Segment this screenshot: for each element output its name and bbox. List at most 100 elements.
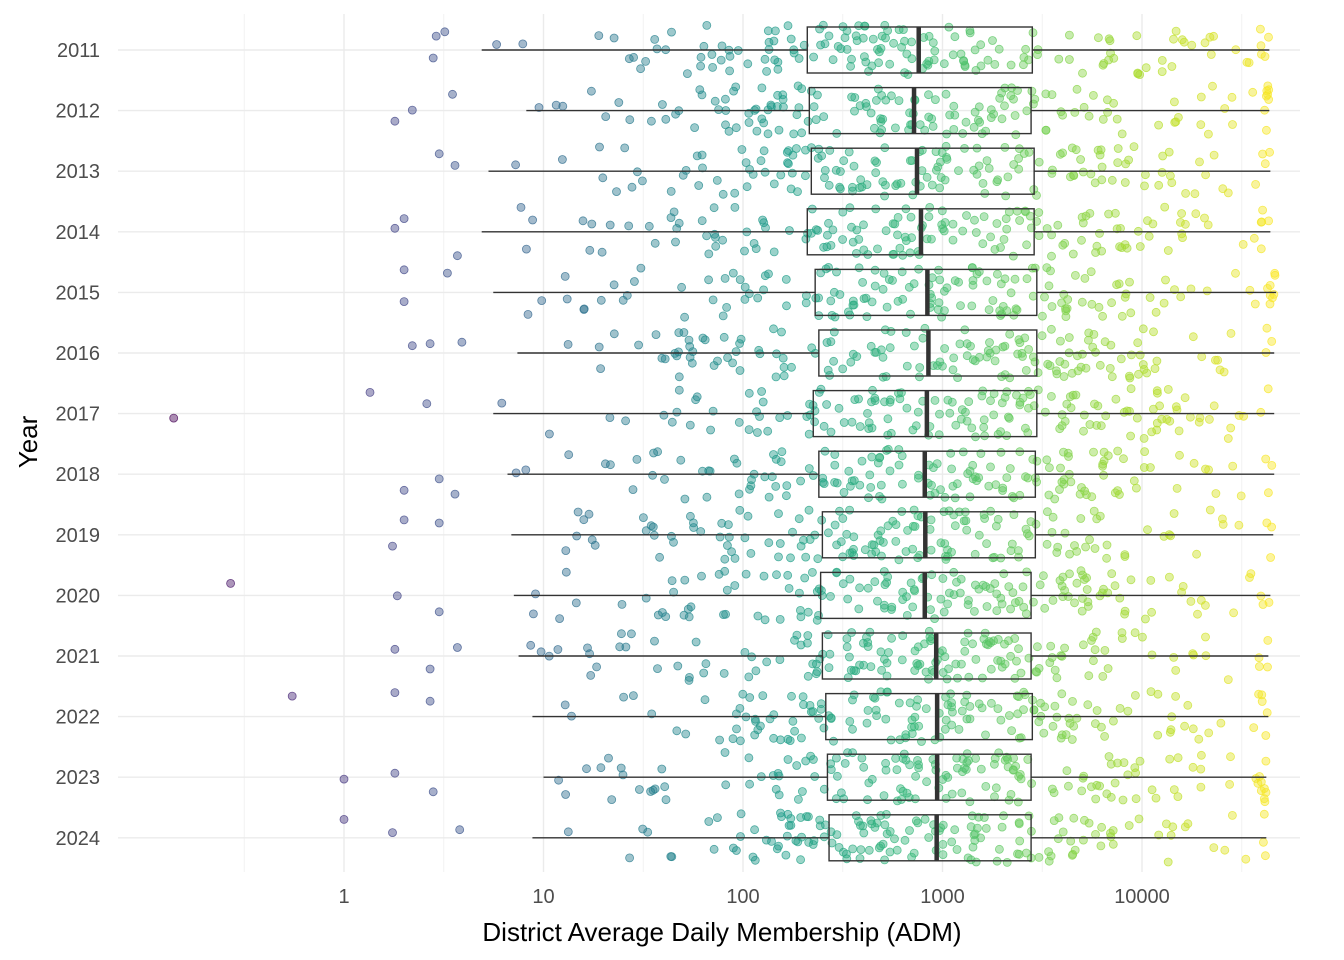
- data-point: [822, 400, 831, 409]
- data-point: [1256, 407, 1266, 417]
- data-point: [1008, 251, 1018, 261]
- data-point: [984, 481, 994, 491]
- data-point: [745, 779, 754, 789]
- data-point: [1120, 292, 1130, 302]
- data-point: [968, 639, 977, 649]
- data-point: [1164, 147, 1174, 157]
- data-point: [802, 412, 812, 421]
- data-point: [597, 247, 607, 257]
- data-point: [796, 541, 806, 551]
- data-point: [878, 177, 888, 187]
- data-point: [1072, 84, 1082, 94]
- data-point: [1082, 585, 1092, 594]
- data-point: [758, 691, 768, 700]
- data-point: [399, 265, 409, 275]
- data-point: [650, 35, 660, 44]
- data-point: [1189, 650, 1198, 660]
- data-point: [1112, 280, 1121, 290]
- data-point: [819, 112, 829, 121]
- data-point: [842, 529, 852, 539]
- data-point: [553, 645, 563, 654]
- data-point: [978, 580, 988, 590]
- data-point: [982, 156, 992, 166]
- data-point: [711, 232, 720, 242]
- data-point: [921, 667, 931, 677]
- data-point: [840, 33, 850, 43]
- data-point: [829, 356, 838, 366]
- data-point: [561, 567, 571, 577]
- data-point: [1133, 338, 1143, 348]
- data-point: [1084, 328, 1094, 338]
- data-point: [728, 734, 738, 744]
- data-point: [1267, 336, 1277, 346]
- data-point: [860, 545, 870, 555]
- data-point: [894, 96, 904, 105]
- data-point: [906, 578, 916, 588]
- data-point: [1205, 505, 1215, 515]
- data-point: [911, 771, 920, 781]
- data-point: [774, 841, 783, 851]
- data-point: [836, 167, 845, 176]
- data-point: [742, 182, 752, 192]
- data-point: [1248, 87, 1258, 97]
- data-point: [425, 339, 435, 349]
- data-point: [1095, 360, 1105, 370]
- data-point: [844, 466, 854, 476]
- data-point: [1145, 293, 1155, 302]
- data-point: [763, 26, 773, 36]
- data-point: [1204, 465, 1213, 475]
- data-point: [1081, 542, 1090, 552]
- data-point: [1263, 662, 1272, 672]
- data-point: [934, 298, 944, 308]
- data-point: [679, 328, 689, 337]
- data-point: [1068, 249, 1078, 259]
- data-point: [885, 397, 895, 407]
- data-point: [1010, 274, 1020, 284]
- data-point: [940, 286, 949, 296]
- data-point: [1030, 263, 1040, 273]
- x-tick-label: 100: [726, 886, 759, 908]
- data-point: [876, 44, 886, 53]
- data-point: [684, 612, 694, 622]
- data-point: [815, 815, 825, 825]
- data-point: [775, 655, 785, 664]
- data-point: [819, 832, 829, 842]
- data-point: [946, 448, 956, 458]
- data-point: [1087, 782, 1096, 792]
- data-point: [970, 549, 980, 559]
- data-point: [1120, 606, 1130, 616]
- data-point: [930, 395, 940, 405]
- data-point: [909, 279, 919, 289]
- data-point: [910, 722, 919, 732]
- data-point: [529, 609, 538, 619]
- data-point: [1042, 539, 1052, 549]
- data-point: [652, 44, 662, 54]
- data-point: [793, 187, 802, 197]
- data-point: [764, 538, 774, 548]
- data-point: [967, 423, 977, 433]
- x-tick-label: 10: [532, 886, 554, 908]
- data-point: [1177, 209, 1186, 218]
- data-point: [720, 566, 730, 576]
- data-point: [606, 460, 615, 470]
- data-point: [858, 277, 867, 287]
- data-point: [1132, 413, 1142, 423]
- data-point: [863, 583, 873, 593]
- data-point: [812, 667, 822, 676]
- data-point: [1256, 244, 1266, 254]
- data-point: [399, 297, 409, 307]
- data-point: [910, 522, 920, 531]
- data-point: [979, 415, 989, 425]
- data-point: [744, 425, 754, 435]
- data-point: [800, 573, 810, 583]
- data-point: [953, 673, 962, 683]
- data-point: [888, 516, 898, 526]
- data-point: [1008, 588, 1018, 597]
- data-point: [689, 518, 698, 528]
- data-point: [756, 156, 766, 166]
- data-point: [1096, 421, 1106, 431]
- data-point: [1023, 755, 1033, 764]
- data-point: [1013, 797, 1023, 807]
- data-point: [1264, 32, 1273, 42]
- data-point: [1159, 298, 1169, 308]
